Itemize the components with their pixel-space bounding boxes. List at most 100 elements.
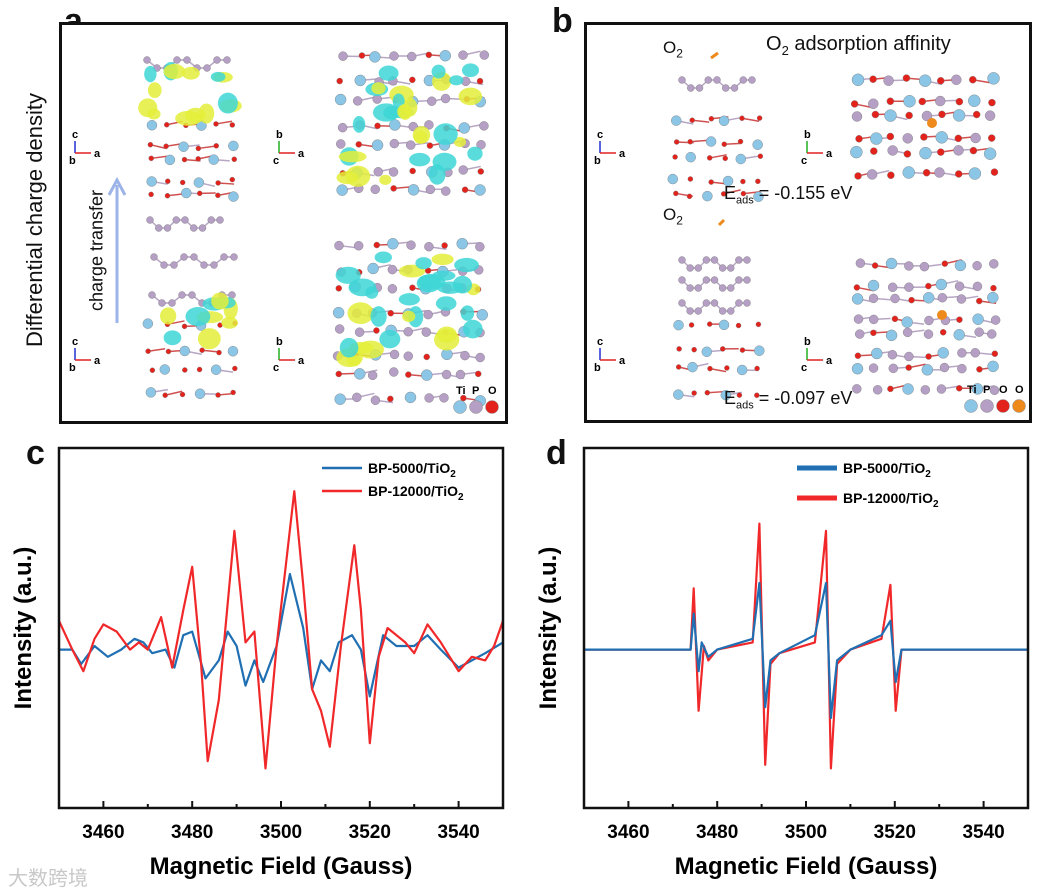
p-atom [718, 307, 727, 315]
p-atom [730, 84, 739, 92]
p-atom [160, 261, 168, 269]
p-atom [389, 349, 400, 360]
o-atom [390, 185, 397, 192]
p-atom [951, 74, 962, 85]
p-atom [338, 51, 348, 61]
o-atom [870, 329, 877, 337]
plot-frame [582, 446, 1030, 810]
p-atom [694, 307, 702, 315]
ti-atom [983, 147, 997, 160]
legend-element-swatch [964, 399, 978, 413]
legend-label: BP-5000/TiO2 [843, 460, 931, 480]
o-atom [229, 176, 235, 183]
axis-label-horizontal: a [619, 148, 626, 160]
p-atom [158, 299, 166, 307]
p-atom [686, 264, 694, 272]
p-atom [727, 284, 735, 292]
isosurface-blob [435, 296, 457, 311]
p-atom [354, 327, 365, 337]
axis-label-depth: b [594, 362, 601, 374]
isosurface-blob [175, 110, 202, 126]
p-atom [686, 284, 694, 292]
o2-sub: 2 [676, 213, 683, 228]
p-atom [475, 242, 485, 252]
o-atom [886, 97, 895, 105]
o-atom [720, 191, 727, 197]
o-atom [735, 322, 742, 329]
y-axis-label: Intensity (a.u.) [535, 547, 562, 710]
ti-atom [142, 318, 154, 329]
o-atom [387, 309, 394, 317]
legend-element-label: O [488, 385, 497, 397]
o-atom [336, 77, 343, 85]
legend-label: BP-12000/TiO2 [368, 483, 464, 503]
ti-atom [476, 309, 488, 321]
o-atom [409, 284, 416, 291]
ti-atom [701, 346, 712, 357]
p-atom [439, 393, 449, 403]
isosurface-blob [336, 171, 359, 185]
ti-atom [146, 120, 158, 131]
o-atom [673, 139, 680, 145]
axis-label-horizontal: a [826, 355, 833, 367]
ti-atom [146, 176, 157, 187]
isosurface-blob [432, 270, 456, 281]
ti-atom [736, 364, 748, 376]
p-atom [887, 282, 898, 292]
p-atom [937, 293, 948, 303]
ti-atom [667, 173, 678, 185]
p-atom [702, 256, 711, 264]
ti-atom [968, 167, 982, 180]
legend-label: BP-5000/TiO2 [368, 460, 456, 480]
axis-label-depth: c [801, 362, 807, 374]
p-atom [387, 264, 398, 275]
p-atom [957, 363, 967, 374]
axis-label-horizontal: a [298, 355, 305, 367]
o-atom [902, 74, 911, 82]
o-atom [956, 316, 963, 323]
o-atom [757, 153, 764, 159]
ti-atom [369, 51, 381, 63]
p-atom [370, 395, 381, 405]
p-atom [403, 351, 413, 361]
legend-label-subscript: 2 [933, 499, 939, 510]
p-atom [743, 256, 751, 264]
ti-atom [987, 360, 999, 373]
ti-atom [687, 361, 698, 373]
o-atom [213, 143, 219, 149]
title-rest: adsorption affinity [788, 33, 951, 55]
axis-label-depth: b [594, 155, 601, 167]
p-atom [924, 315, 934, 326]
o-atom [461, 186, 469, 193]
p-atom [853, 314, 864, 324]
o-atom [941, 260, 949, 267]
o2-molecule-bottom [717, 218, 726, 227]
ti-atom [885, 329, 898, 342]
eads-value: = -0.097 eV [753, 388, 853, 408]
o-atom [922, 169, 931, 177]
p-atom [367, 370, 378, 381]
legend-label-subscript: 2 [925, 469, 931, 480]
p-atom [686, 307, 694, 315]
p-atom [387, 284, 398, 294]
legend-element-swatch [980, 399, 994, 413]
series-line-bp12000tio [58, 490, 505, 770]
o-atom [905, 364, 912, 371]
p-atom [888, 363, 898, 374]
o-atom [850, 100, 859, 108]
ti-atom [389, 119, 401, 131]
isosurface-blob [407, 306, 424, 328]
p-atom [713, 76, 721, 84]
o-atom [925, 353, 932, 360]
p-atom [694, 264, 702, 272]
p-atom [984, 110, 996, 121]
o-atom [149, 367, 156, 373]
ti-atom [867, 279, 880, 292]
legend-element-label: P [983, 384, 990, 396]
ti-atom [923, 292, 935, 304]
o-atom [425, 51, 433, 59]
isosurface-blob [398, 293, 420, 306]
o-atom [676, 346, 682, 352]
o-atom [148, 191, 154, 198]
